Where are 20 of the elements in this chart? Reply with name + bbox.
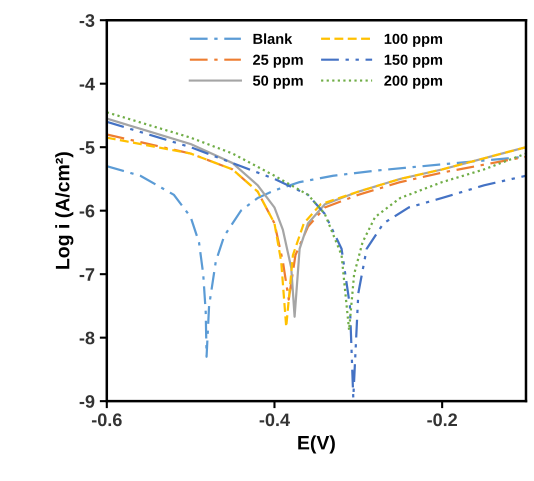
legend-label: 200 ppm [384, 75, 442, 89]
legend-label: 25 ppm [253, 54, 303, 68]
line-series [106, 120, 526, 400]
y-tick-label: -4 [80, 78, 95, 90]
y-tick-label: -8 [80, 332, 94, 344]
y-tick-label: -3 [80, 14, 94, 27]
y-tick-label: -9 [80, 395, 94, 408]
x-axis-title: E(V) [298, 435, 335, 454]
x-tick-label: -0.4 [260, 413, 290, 426]
x-tick-label: -0.2 [427, 413, 457, 426]
legend-label: 100 ppm [384, 34, 442, 47]
legend-label: 50 ppm [252, 75, 303, 89]
y-tick-label: -5 [80, 141, 94, 154]
line-series [106, 133, 526, 301]
legend-label: Blank [254, 33, 292, 44]
y-axis-title: Log i (A/cm²) [55, 152, 74, 269]
y-tick-label: -7 [80, 268, 94, 281]
y-tick-label: -6 [80, 204, 94, 218]
legend-label: 150 ppm [384, 54, 442, 68]
x-tick-label: -0.6 [92, 413, 122, 426]
